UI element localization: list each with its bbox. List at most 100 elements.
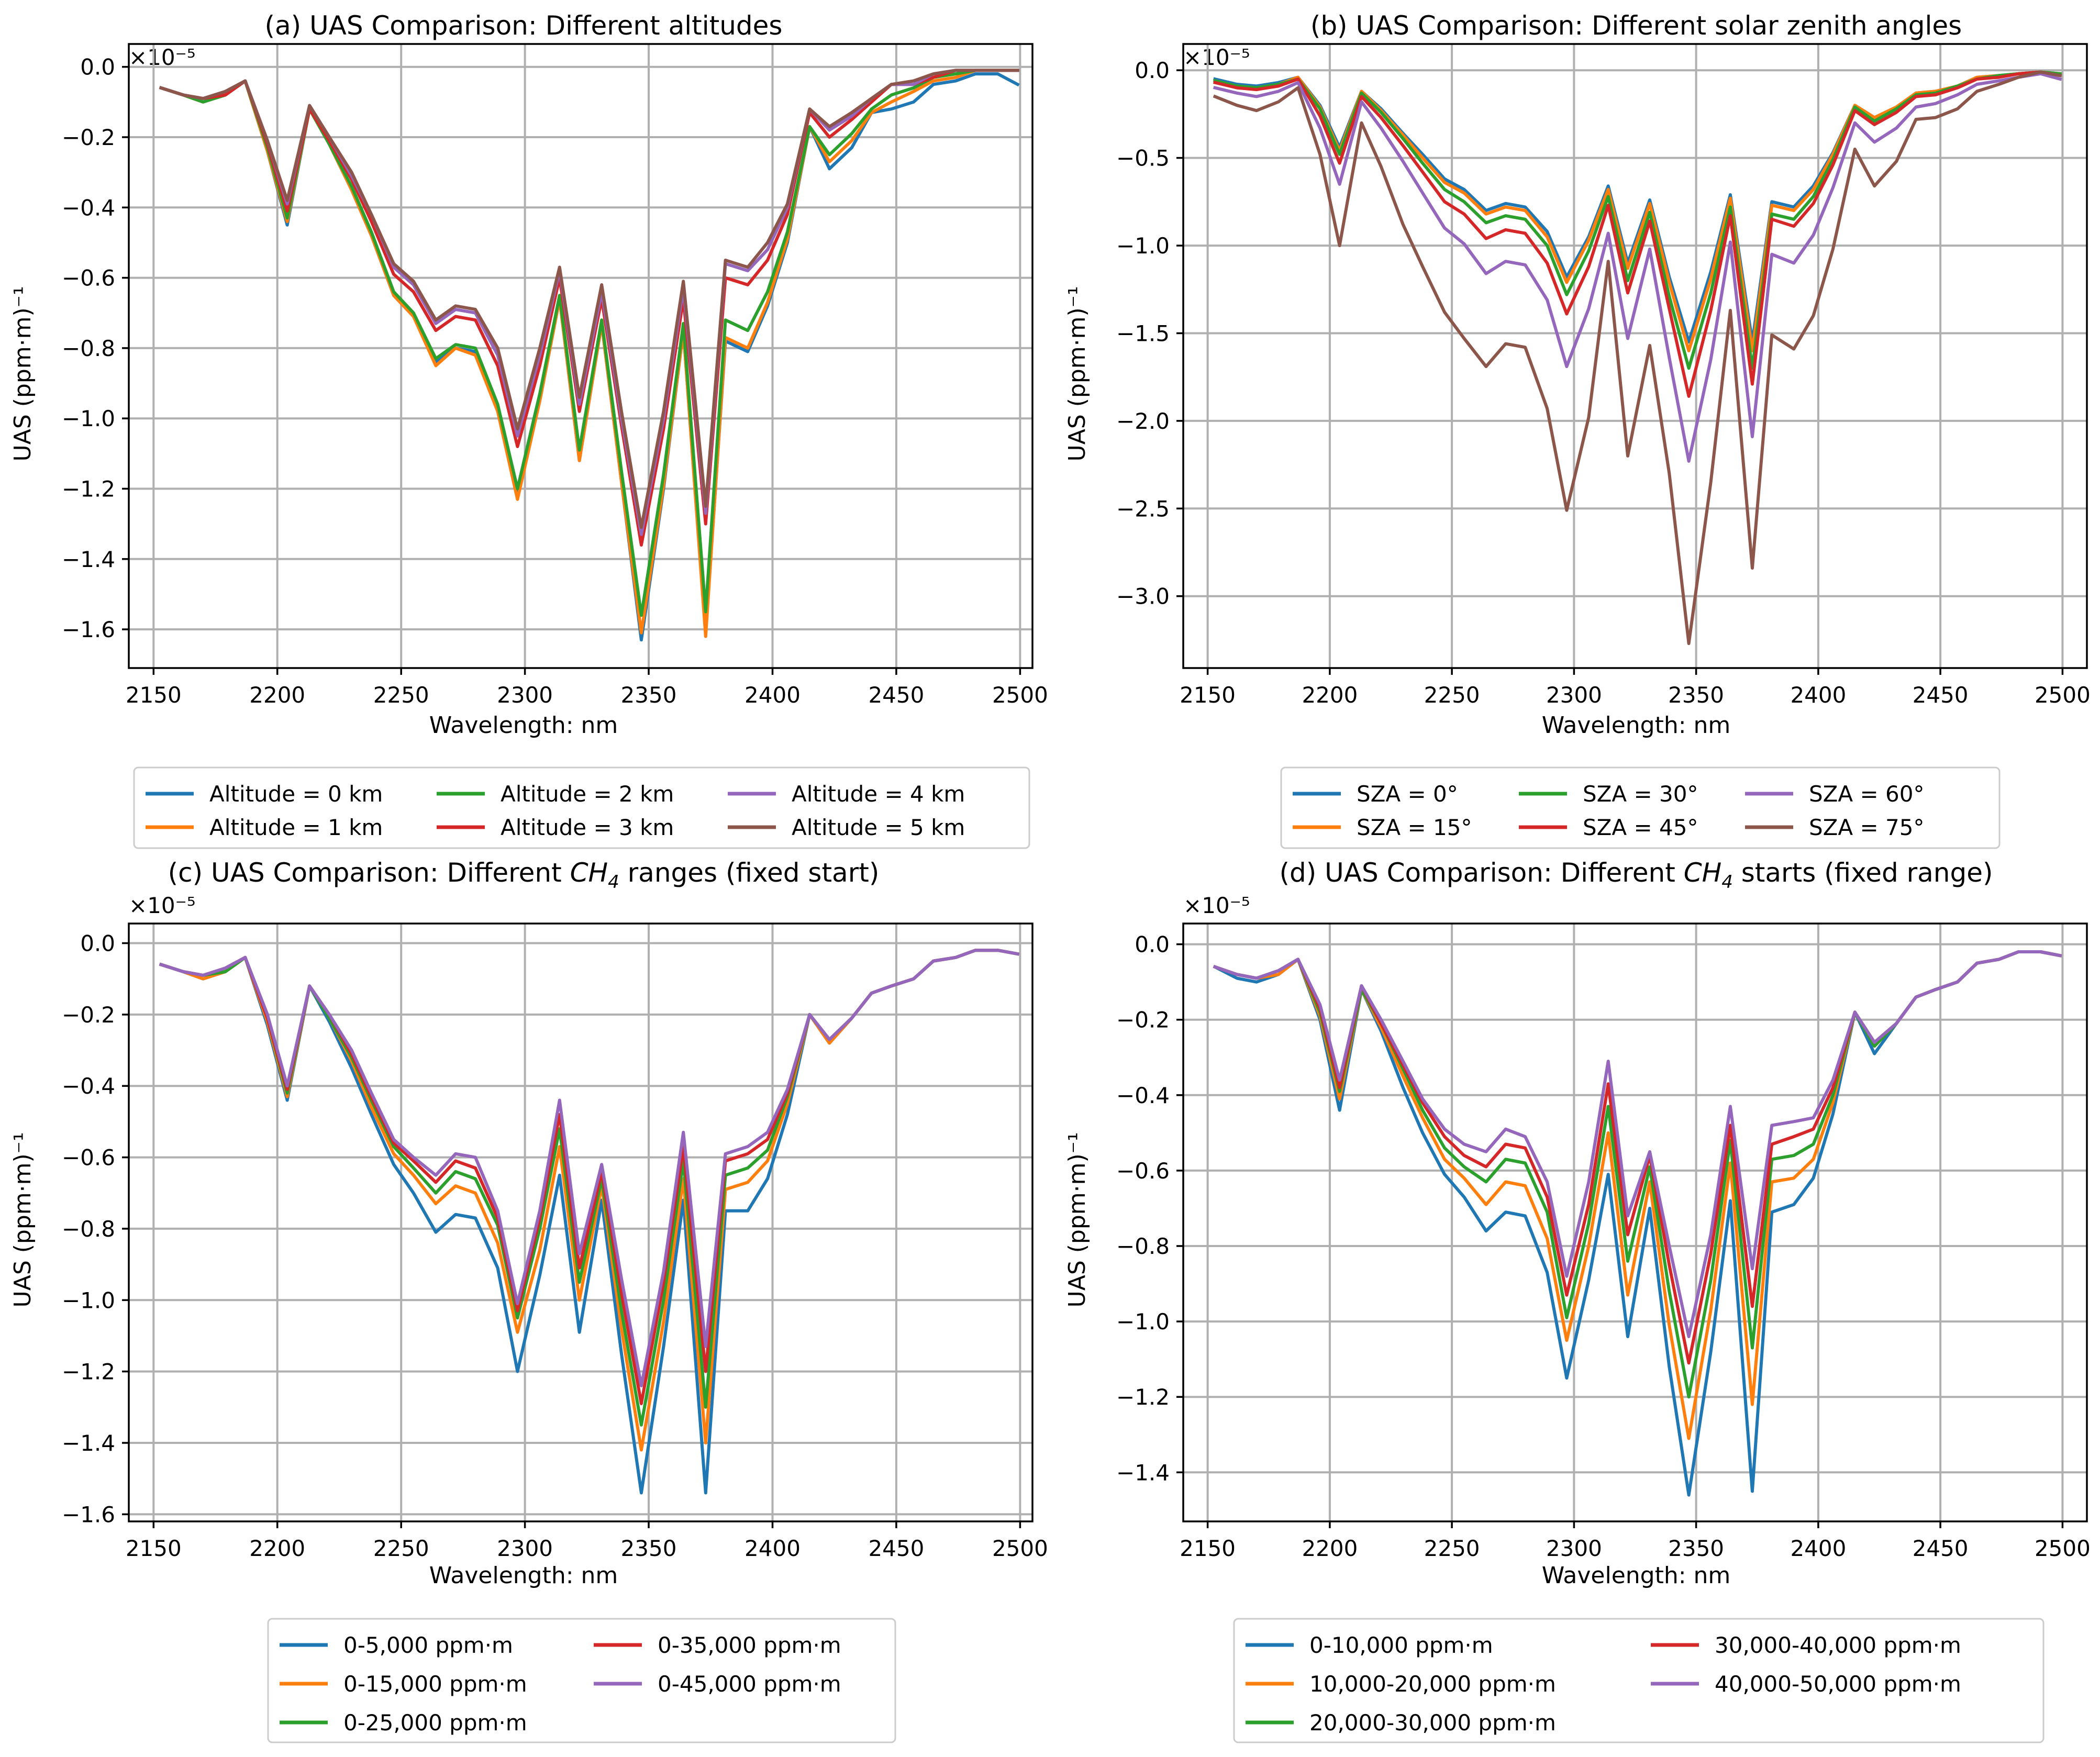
legend-label: 0-15,000 ppm·m	[343, 1671, 527, 1697]
legend-label: SZA = 75°	[1809, 815, 1925, 840]
panel-b-title: (b) UAS Comparison: Different solar zeni…	[1310, 10, 1962, 41]
y-tick-label: −1.4	[1116, 1460, 1170, 1485]
panel-c-plot: 2150 2200 2250 2300 2350 2400 2450 2500 0.0 −0.2 −…	[62, 922, 1048, 1561]
series-line	[1213, 70, 2062, 398]
panel-c-title-subscript: 4	[608, 872, 619, 893]
legend-label: SZA = 0°	[1357, 781, 1458, 807]
y-tick-label: −1.6	[62, 617, 115, 642]
y-tick-label: −0.6	[1116, 1158, 1170, 1184]
panel-d-y-scale-label: ×10⁻⁵	[1183, 893, 1250, 918]
axes-frame	[128, 922, 1034, 1522]
y-tick-label: −0.4	[62, 195, 115, 220]
legend-label: 40,000-50,000 ppm·m	[1715, 1671, 1961, 1697]
x-tick-label: 2400	[745, 682, 801, 708]
x-tick-label: 2500	[2035, 682, 2091, 708]
panel-d-title-species: CH	[1684, 858, 1722, 888]
legend-label: 0-10,000 ppm·m	[1309, 1632, 1493, 1658]
y-tick-label: −0.4	[1116, 1083, 1170, 1108]
x-tick-label: 2300	[1546, 682, 1602, 708]
legend-label: Altitude = 3 km	[501, 815, 674, 840]
y-tick-label: 0.0	[1135, 932, 1170, 958]
x-tick-label: 2400	[1790, 682, 1846, 708]
legend-label: Altitude = 5 km	[792, 815, 965, 840]
y-tick-label: 0.0	[1135, 58, 1170, 83]
legend-label: Altitude = 0 km	[209, 781, 383, 807]
y-tick-label: −2.5	[1116, 496, 1170, 521]
panel-a-legend: Altitude = 0 km Altitude = 1 km Altitude =…	[133, 766, 1030, 849]
panel-b-plot: 2150 2200 2250 2300 2350 2400 2450 2500 0.0 −0.5 −…	[1116, 43, 2091, 708]
y-tick-label: −1.2	[62, 1359, 115, 1385]
panel-c-title: (c) UAS Comparison: Different CH4 ranges…	[168, 858, 880, 893]
legend-box	[1280, 766, 2001, 849]
panel-d-title-suffix: starts (fixed range)	[1733, 858, 1993, 888]
series-line	[1213, 950, 2062, 1338]
panel-c-title-prefix: (c) UAS Comparison: Different	[168, 858, 570, 888]
y-tick-label: −1.0	[62, 406, 115, 431]
y-tick-label: −3.0	[1116, 584, 1170, 609]
x-tick-label: 2200	[1302, 1536, 1358, 1561]
x-tick-label: 2450	[868, 1536, 924, 1561]
legend-label: 0-5,000 ppm·m	[343, 1632, 513, 1658]
y-tick-label: −1.4	[62, 547, 115, 572]
x-tick-label: 2150	[126, 682, 182, 708]
series-line	[1213, 70, 2062, 646]
legend-label: SZA = 15°	[1357, 815, 1472, 840]
legend-label: 0-45,000 ppm·m	[658, 1671, 841, 1697]
y-tick-label: 0.0	[80, 931, 115, 957]
y-tick-label: −1.0	[1116, 233, 1170, 259]
panel-a-x-axis-label: Wavelength: nm	[429, 712, 618, 739]
panel-a-title: (a) UAS Comparison: Different altitudes	[265, 10, 783, 41]
y-tick-label: −0.8	[62, 336, 115, 361]
x-tick-label: 2250	[373, 1536, 429, 1561]
x-tick-label: 2350	[621, 682, 677, 708]
x-tick-label: 2450	[1913, 682, 1969, 708]
panel-b-legend: SZA = 0° SZA = 15° SZA = 30° SZA = 45° SZA =…	[1280, 766, 2001, 849]
panel-d: (d) UAS Comparison: Different CH4 starts…	[1064, 858, 2091, 1743]
x-tick-label: 2350	[1668, 682, 1724, 708]
panel-d-title: (d) UAS Comparison: Different CH4 starts…	[1280, 858, 1993, 893]
y-tick-label: 0.0	[80, 54, 115, 80]
panel-c-title-species: CH	[570, 858, 608, 888]
x-tick-label: 2300	[497, 1536, 553, 1561]
panel-d-title-prefix: (d) UAS Comparison: Different	[1280, 858, 1684, 888]
y-tick-label: −0.8	[1116, 1233, 1170, 1259]
panel-c-legend: 0-5,000 ppm·m 0-15,000 ppm·m 0-25,000 ppm·…	[267, 1618, 896, 1743]
y-tick-label: −1.2	[62, 476, 115, 502]
x-tick-label: 2250	[1424, 682, 1480, 708]
panel-c-y-axis-label: UAS (ppm·m)⁻¹	[9, 1132, 36, 1308]
legend-label: 0-35,000 ppm·m	[658, 1632, 841, 1658]
y-tick-label: −1.0	[1116, 1309, 1170, 1335]
x-tick-label: 2500	[2035, 1536, 2091, 1561]
legend-label: 30,000-40,000 ppm·m	[1715, 1632, 1961, 1658]
y-tick-label: −1.4	[62, 1430, 115, 1456]
x-tick-label: 2200	[249, 682, 305, 708]
legend-label: Altitude = 1 km	[209, 815, 383, 840]
y-tick-label: −1.0	[62, 1287, 115, 1313]
panel-a-plot: 2150 2200 2250 2300 2350 2400 2450 2500 0.0 −0.2 −…	[62, 43, 1048, 708]
x-tick-label: 2400	[1790, 1536, 1846, 1561]
y-tick-label: −1.6	[62, 1502, 115, 1527]
legend-box	[267, 1618, 896, 1743]
legend-label: Altitude = 4 km	[792, 781, 965, 807]
y-tick-label: −0.2	[1116, 1007, 1170, 1033]
panel-a-y-axis-label: UAS (ppm·m)⁻¹	[9, 286, 36, 462]
x-tick-label: 2150	[1180, 682, 1236, 708]
legend-label: SZA = 45°	[1583, 815, 1698, 840]
legend-label: Altitude = 2 km	[501, 781, 674, 807]
panel-d-plot: 2150 2200 2250 2300 2350 2400 2450 2500 0.0 −0.2 −…	[1116, 922, 2091, 1561]
panel-b-x-axis-label: Wavelength: nm	[1542, 712, 1731, 739]
x-tick-label: 2250	[373, 682, 429, 708]
x-tick-label: 2450	[868, 682, 924, 708]
legend-label: SZA = 60°	[1809, 781, 1925, 807]
x-tick-label: 2300	[497, 682, 553, 708]
panel-d-y-axis-label: UAS (ppm·m)⁻¹	[1064, 1132, 1091, 1308]
series-line	[159, 949, 1020, 1387]
y-tick-label: −0.2	[62, 1002, 115, 1028]
x-tick-label: 2350	[1668, 1536, 1724, 1561]
axes-frame	[1182, 922, 2088, 1522]
legend-label: 20,000-30,000 ppm·m	[1309, 1710, 1556, 1736]
x-tick-label: 2450	[1913, 1536, 1969, 1561]
panel-d-title-subscript: 4	[1721, 872, 1733, 893]
legend-label: SZA = 30°	[1583, 781, 1698, 807]
